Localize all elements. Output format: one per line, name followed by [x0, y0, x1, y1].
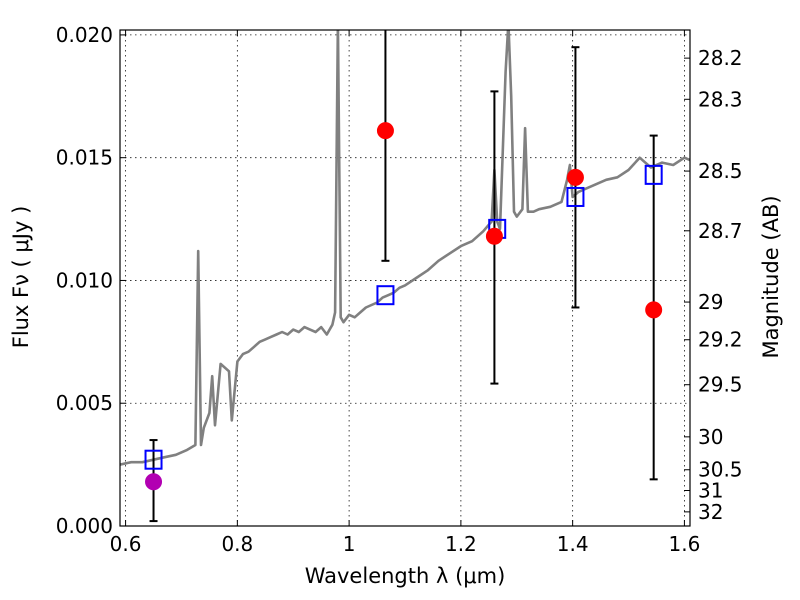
x-tick-label: 1: [343, 532, 356, 556]
x-axis-label: Wavelength λ (μm): [305, 564, 506, 588]
x-tick-label: 0.8: [221, 532, 253, 556]
x-tick-label: 1.4: [557, 532, 589, 556]
observed-point-red: [566, 168, 584, 186]
y-tick-label: 0.020: [56, 23, 113, 47]
right-tick-label: 28.5: [698, 159, 743, 183]
observed-point-red: [376, 122, 394, 140]
y-tick-label: 0.005: [56, 391, 113, 415]
grid: [120, 30, 690, 527]
model-photometry-square: [644, 164, 663, 185]
right-tick-label: 30: [698, 425, 723, 449]
observed-point-purple: [145, 473, 163, 491]
x-tick-label: 0.6: [110, 532, 142, 556]
errorbar-layer: [149, 30, 658, 523]
right-tick-label: 29: [698, 290, 723, 314]
right-axis-label: Magnitude (AB): [759, 195, 783, 358]
right-tick-label: 28.7: [698, 219, 743, 243]
right-tick-label: 29.5: [698, 373, 743, 397]
x-tick-label: 1.2: [445, 532, 477, 556]
y-axis-label: Flux Fν ( μJy ): [9, 206, 33, 349]
observed-point-red: [485, 227, 503, 245]
right-tick-label: 28.2: [698, 46, 743, 70]
right-tick-label: 32: [698, 500, 723, 524]
y-tick-label: 0.015: [56, 146, 113, 170]
tick-layer: 0.6 0.8 1 1.2 1.4 1.6 0.000 0.005 0.010 0.015 0.02…: [56, 23, 743, 556]
right-tick-label: 28.3: [698, 87, 743, 111]
right-tick-label: 31: [698, 479, 723, 503]
spectrum-line: [120, 30, 690, 466]
right-tick-label: 30.5: [698, 458, 743, 482]
marker-layer: [144, 122, 663, 491]
model-photometry-square: [144, 449, 163, 470]
right-tick-label: 29.2: [698, 328, 743, 352]
spectrum-layer: [120, 30, 690, 466]
y-tick-label: 0.000: [56, 514, 113, 538]
observed-point-red: [645, 301, 663, 319]
plot-frame: [119, 29, 691, 527]
y-tick-label: 0.010: [56, 268, 113, 292]
x-tick-label: 1.6: [669, 532, 701, 556]
model-photometry-square: [376, 285, 395, 306]
model-photometry-square: [566, 186, 585, 207]
